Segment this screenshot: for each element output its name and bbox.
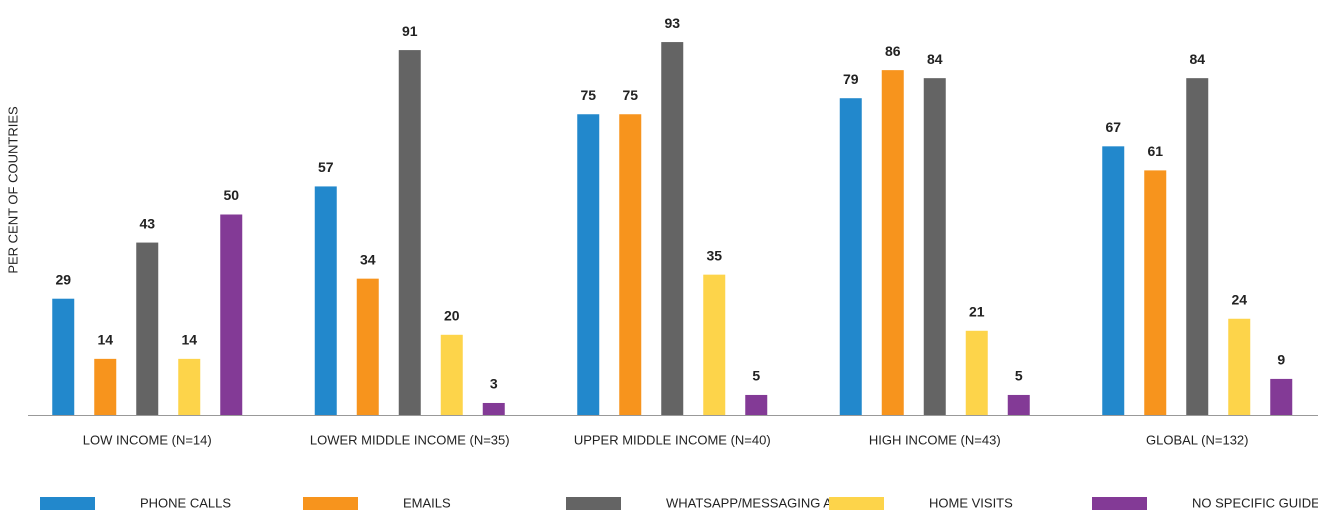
data-label: 5	[752, 368, 760, 384]
data-label: 79	[843, 71, 859, 87]
legend-swatch	[566, 497, 621, 510]
x-tick-label: LOW INCOME (N=14)	[83, 432, 212, 447]
bar	[1228, 318, 1251, 415]
legend-swatch	[40, 497, 95, 510]
bar	[220, 214, 243, 415]
data-label: 93	[664, 15, 680, 31]
bar	[881, 70, 904, 415]
legend-label: EMAILS	[403, 495, 451, 510]
bar	[923, 78, 946, 415]
bar	[1144, 170, 1167, 415]
legend-swatch	[829, 497, 884, 510]
data-label: 35	[706, 247, 722, 263]
x-tick-label: HIGH INCOME (N=43)	[869, 432, 1001, 447]
bar	[1102, 146, 1125, 415]
bar	[619, 114, 642, 415]
bar	[136, 242, 159, 415]
bar	[965, 330, 988, 415]
bar	[178, 358, 201, 415]
bar	[94, 358, 117, 415]
data-label: 21	[969, 303, 985, 319]
legend-label: PHONE CALLS	[140, 495, 231, 510]
y-axis-label: PER CENT OF COUNTRIES	[5, 106, 20, 274]
bar	[1007, 394, 1030, 415]
data-label: 29	[55, 271, 71, 287]
data-label: 34	[360, 251, 376, 267]
data-label: 14	[181, 332, 197, 348]
legend-label: WHATSAPP/MESSAGING APPS	[666, 495, 858, 510]
bar	[1270, 378, 1293, 415]
data-label: 14	[97, 332, 113, 348]
bar	[398, 50, 421, 416]
x-tick-label: LOWER MIDDLE INCOME (N=35)	[310, 432, 510, 447]
x-tick-label: UPPER MIDDLE INCOME (N=40)	[574, 432, 771, 447]
legend-swatch	[303, 497, 358, 510]
data-label: 57	[318, 159, 334, 175]
bar	[1186, 78, 1209, 415]
bar	[577, 114, 600, 415]
bar	[440, 334, 463, 415]
bar	[314, 186, 337, 415]
data-label: 9	[1277, 352, 1285, 368]
bar	[482, 402, 505, 415]
data-label: 43	[139, 215, 155, 231]
bar	[703, 274, 726, 415]
bar	[745, 394, 768, 415]
x-tick-label: GLOBAL (N=132)	[1146, 432, 1248, 447]
data-label: 67	[1105, 119, 1121, 135]
data-label: 5	[1015, 368, 1023, 384]
bar	[839, 98, 862, 416]
data-label: 86	[885, 43, 901, 59]
data-label: 61	[1147, 143, 1163, 159]
bar	[52, 298, 75, 415]
data-label: 3	[490, 376, 498, 392]
bar	[356, 278, 379, 415]
data-label: 84	[1189, 51, 1205, 67]
data-label: 84	[927, 51, 943, 67]
bar	[661, 42, 684, 415]
data-label: 75	[580, 87, 596, 103]
legend-swatch	[1092, 497, 1147, 510]
legend-label: NO SPECIFIC GUIDELINES	[1192, 495, 1318, 510]
data-label: 91	[402, 23, 418, 39]
data-label: 75	[622, 87, 638, 103]
legend-label: HOME VISITS	[929, 495, 1013, 510]
data-label: 50	[223, 187, 239, 203]
data-label: 24	[1231, 291, 1247, 307]
data-label: 20	[444, 308, 460, 324]
